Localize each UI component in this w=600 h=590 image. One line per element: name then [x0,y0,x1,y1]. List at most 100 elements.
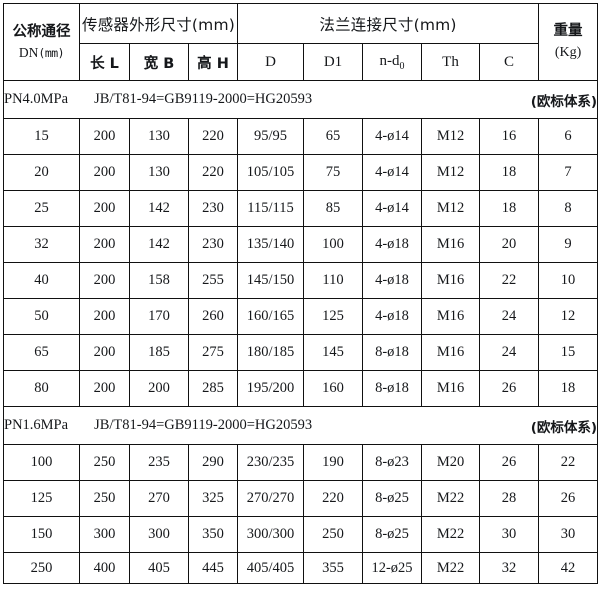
cell-bolt-holes: 8-ø23 [362,444,423,481]
cell-c: 32 [479,552,540,584]
cell-dn: 25 [3,190,80,227]
cell-c: 18 [479,190,540,227]
header-row-groups: 公称通径 DN(mm) 传感器外形尺寸(mm) 法兰连接尺寸(mm) 重量 (K… [3,3,599,81]
header-col-height: 高 H [187,43,239,81]
cell-bolt-holes: 8-ø18 [362,334,423,371]
header-weight-unit: (Kg) [554,45,582,61]
cell-dn: 20 [3,154,80,191]
cell-length: 200 [79,154,130,191]
cell-dn: 65 [3,334,80,371]
cell-width: 158 [129,262,189,299]
section-pressure-rating: PN4.0MPa [4,91,69,107]
header-group-sensor-dimensions: 传感器外形尺寸(mm) [78,3,239,44]
section-standard-code: JB/T81-94=GB9119-2000=HG20593 [94,91,313,107]
cell-bolt-holes: 8-ø25 [362,516,423,553]
cell-width: 170 [129,298,189,335]
header-col-d: D [237,43,305,81]
cell-thread: M16 [421,298,481,335]
cell-height: 220 [187,154,239,191]
cell-thread: M12 [421,154,481,191]
cell-dn: 80 [3,370,80,407]
table-row: 15 200 130 220 95/95 65 4-ø14 M12 16 6 [3,118,599,155]
cell-c: 28 [479,480,540,517]
section-header-row: PN1.6MPa JB/T81-94=GB9119-2000=HG20593 (欧标… [2,406,599,445]
cell-length: 200 [79,262,130,299]
cell-bolt-holes: 12-ø25 [362,552,423,584]
cell-width: 235 [129,444,189,481]
cell-c: 26 [479,370,540,407]
table-row: 125 250 270 325 270/270 220 8-ø25 M22 28 26 [3,480,599,517]
cell-weight: 18 [538,370,599,407]
cell-d1: 75 [303,154,364,191]
header-weight: 重量 (Kg) [538,3,599,81]
cell-thread: M22 [421,552,481,584]
table-row: 100 250 235 290 230/235 190 8-ø23 M20 26 22 [3,444,599,481]
cell-d1: 220 [303,480,364,517]
cell-length: 200 [79,190,130,227]
cell-d: 180/185 [237,334,305,371]
cell-c: 26 [479,444,540,481]
cell-dn: 250 [3,552,80,584]
cell-width: 142 [129,190,189,227]
cell-weight: 8 [538,190,599,227]
cell-d: 95/95 [237,118,305,155]
cell-length: 200 [79,118,130,155]
cell-d: 300/300 [237,516,305,553]
cell-height: 290 [187,444,239,481]
table-header: 公称通径 DN(mm) 传感器外形尺寸(mm) 法兰连接尺寸(mm) 重量 (K… [3,3,599,81]
cell-length: 300 [79,516,130,553]
cell-thread: M20 [421,444,481,481]
cell-c: 24 [479,334,540,371]
cell-d1: 125 [303,298,364,335]
table-row: 250 400 405 445 405/405 355 12-ø25 M22 32 42 [3,552,599,584]
cell-c: 18 [479,154,540,191]
cell-dn: 40 [3,262,80,299]
cell-thread: M16 [421,334,481,371]
cell-height: 230 [187,226,239,263]
header-col-thread: Th [421,43,481,81]
header-col-bolt-holes: n-d0 [362,43,423,81]
cell-weight: 26 [538,480,599,517]
section-standard-code: JB/T81-94=GB9119-2000=HG20593 [94,417,313,433]
cell-length: 200 [79,298,130,335]
cell-c: 24 [479,298,540,335]
cell-thread: M22 [421,480,481,517]
section-pressure-rating: PN1.6MPa [4,417,69,433]
cell-c: 16 [479,118,540,155]
cell-d: 405/405 [237,552,305,584]
cell-bolt-holes: 4-ø14 [362,190,423,227]
cell-d: 230/235 [237,444,305,481]
cell-length: 200 [79,334,130,371]
cell-length: 250 [79,480,130,517]
cell-weight: 7 [538,154,599,191]
cell-weight: 10 [538,262,599,299]
cell-bolt-holes: 4-ø14 [362,154,423,191]
section-header-cell: PN4.0MPa JB/T81-94=GB9119-2000=HG20593 (欧标… [2,80,599,119]
cell-d: 270/270 [237,480,305,517]
cell-dn: 15 [3,118,80,155]
cell-d1: 145 [303,334,364,371]
cell-bolt-holes: 4-ø18 [362,298,423,335]
cell-weight: 15 [538,334,599,371]
header-col-c: C [479,43,540,81]
cell-d1: 250 [303,516,364,553]
section-header-row: PN4.0MPa JB/T81-94=GB9119-2000=HG20593 (欧标… [2,80,599,119]
cell-d1: 65 [303,118,364,155]
table-row: 150 300 300 350 300/300 250 8-ø25 M22 30 30 [3,516,599,553]
header-weight-label: 重量 [553,22,583,39]
cell-dn: 150 [3,516,80,553]
cell-height: 325 [187,480,239,517]
cell-weight: 30 [538,516,599,553]
cell-weight: 42 [538,552,599,584]
cell-dn: 50 [3,298,80,335]
table-row: 20 200 130 220 105/105 75 4-ø14 M12 18 7 [3,154,599,191]
cell-bolt-holes: 8-ø18 [362,370,423,407]
table-row: 25 200 142 230 115/115 85 4-ø14 M12 18 8 [3,190,599,227]
cell-dn: 125 [3,480,80,517]
cell-bolt-holes: 4-ø14 [362,118,423,155]
cell-d1: 355 [303,552,364,584]
cell-d: 135/140 [237,226,305,263]
cell-length: 400 [79,552,130,584]
cell-d: 105/105 [237,154,305,191]
cell-length: 200 [79,226,130,263]
